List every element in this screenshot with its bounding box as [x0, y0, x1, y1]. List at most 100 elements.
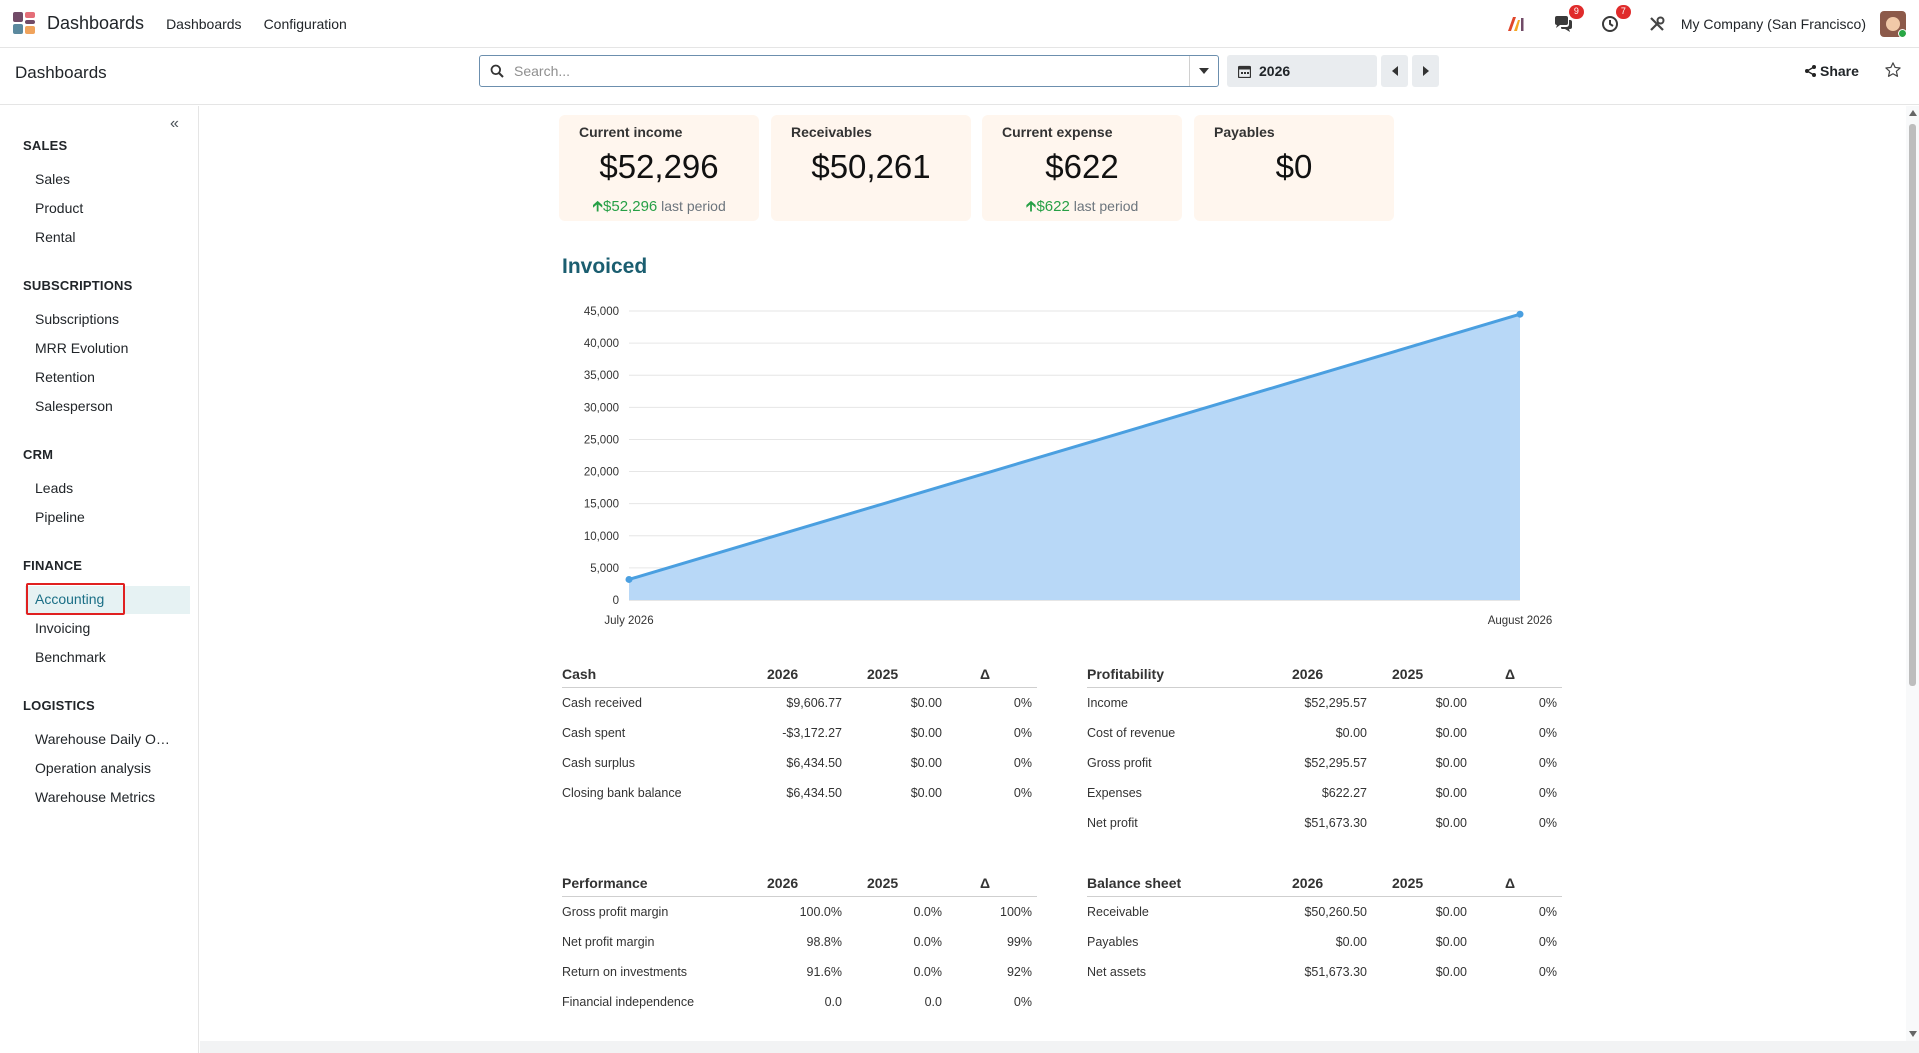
y-tick-label: 10,000: [584, 531, 619, 543]
messages-icon[interactable]: 9: [1551, 5, 1584, 36]
share-button[interactable]: Share: [1805, 63, 1859, 79]
table-header: Profitability: [1087, 666, 1165, 682]
period-selector[interactable]: 2026: [1227, 55, 1377, 87]
y-tick-label: 15,000: [584, 499, 619, 511]
kpi-trend-value: $622: [1036, 198, 1070, 215]
arrow-up-icon: 🡱: [592, 198, 604, 215]
table-header: 2026: [1292, 875, 1324, 891]
sidebar-item-operation-analysis[interactable]: Operation analysis: [35, 760, 151, 776]
sidebar-item-leads[interactable]: Leads: [35, 480, 74, 496]
sidebar-item-product[interactable]: Product: [35, 200, 84, 216]
menu-dashboards[interactable]: Dashboards: [166, 15, 242, 32]
search-input[interactable]: [514, 57, 1189, 85]
table-header: 2025: [867, 666, 899, 682]
row-label: Cash received: [562, 696, 642, 710]
kpi-value: $52,296: [599, 148, 719, 185]
row-label: Return on investments: [562, 965, 688, 979]
scroll-up-icon[interactable]: [1909, 110, 1917, 116]
y-tick-label: 5,000: [590, 563, 619, 575]
sidebar-item-salesperson[interactable]: Salesperson: [35, 398, 113, 414]
sidebar-item-subscriptions[interactable]: Subscriptions: [35, 311, 120, 327]
invoiced-area-chart[interactable]: 0 5,000 10,000 15,000 20,000 25,000 30,000 35,0…: [560, 295, 1560, 630]
row-value: $622.27: [1321, 786, 1367, 800]
row-value: $52,295.57: [1304, 756, 1367, 770]
sidebar-item-sales[interactable]: Sales: [35, 171, 71, 187]
sidebar-item-benchmark[interactable]: Benchmark: [35, 649, 106, 665]
row-label: Expenses: [1087, 786, 1142, 800]
debug-tools-icon[interactable]: [1645, 12, 1669, 36]
row-value: $6,434.50: [786, 786, 842, 800]
kpi-payables[interactable]: Payables $0: [1194, 115, 1394, 221]
row-value: $0.00: [1435, 935, 1467, 949]
bottom-strip: [200, 1041, 1919, 1053]
ai-icon[interactable]: [1504, 12, 1528, 36]
sidebar-item-rental[interactable]: Rental: [35, 229, 76, 245]
company-switcher[interactable]: My Company (San Francisco): [1680, 16, 1866, 32]
kpi-title: Current income: [579, 124, 683, 140]
y-tick-label: 30,000: [584, 402, 619, 414]
calendar-icon: [1238, 65, 1251, 78]
row-value: $0.00: [1435, 816, 1467, 830]
table-header: Δ: [1505, 875, 1516, 891]
kpi-current-expense[interactable]: Current expense $622 🡱$622 last period: [982, 115, 1182, 221]
previous-period-button[interactable]: [1381, 55, 1408, 87]
annotation-highlight-box: [26, 583, 125, 615]
row-value: 0.0%: [913, 935, 943, 949]
row-value: 91.6%: [806, 965, 842, 979]
period-label: 2026: [1259, 63, 1291, 79]
kpi-trend-value: $52,296: [603, 198, 658, 215]
search-options-dropdown-icon[interactable]: [1189, 56, 1218, 86]
scroll-thumb[interactable]: [1909, 124, 1916, 686]
y-tick-label: 45,000: [584, 306, 619, 318]
table-header: 2025: [1392, 875, 1424, 891]
sidebar-item-accounting[interactable]: Accounting: [35, 591, 105, 607]
collapse-sidebar-icon[interactable]: «: [170, 115, 179, 132]
arrow-up-icon: 🡱: [1025, 198, 1037, 215]
sidebar-item-retention[interactable]: Retention: [35, 369, 95, 385]
row-value: $6,434.50: [786, 756, 842, 770]
row-value: 0%: [1538, 935, 1557, 949]
row-value: $51,673.30: [1304, 965, 1367, 979]
row-label: Net profit: [1087, 816, 1138, 830]
sidebar-item-invoicing[interactable]: Invoicing: [35, 620, 91, 636]
profitability-table: Profitability 2026 2025 Δ Income $52,295.57 $0…: [1087, 666, 1562, 846]
sidebar-item-mrr-evolution[interactable]: MRR Evolution: [35, 340, 129, 356]
row-value: $0.00: [1435, 756, 1467, 770]
data-point: [625, 575, 633, 583]
header-divider: [1087, 896, 1562, 897]
kpi-trend-label: last period: [1073, 198, 1139, 214]
row-label: Financial independence: [562, 995, 695, 1009]
x-tick-label: July 2026: [604, 615, 653, 627]
row-label: Closing bank balance: [562, 786, 682, 800]
kpi-receivables[interactable]: Receivables $50,261: [771, 115, 971, 221]
row-value: 0%: [1013, 696, 1032, 710]
app-name[interactable]: Dashboards: [47, 13, 145, 33]
y-tick-label: 20,000: [584, 467, 619, 479]
next-period-button[interactable]: [1412, 55, 1439, 87]
row-value: 0%: [1538, 816, 1557, 830]
row-label: Cash surplus: [562, 756, 635, 770]
sidebar-item-warehouse-daily-operations[interactable]: Warehouse Daily Operations: [35, 731, 175, 747]
header-divider: [562, 896, 1037, 897]
row-value: 0%: [1013, 995, 1032, 1009]
apps-menu-icon[interactable]: [13, 11, 37, 36]
favorite-star-icon[interactable]: [1884, 61, 1902, 82]
menu-configuration[interactable]: Configuration: [263, 15, 347, 32]
cash-table: Cash 2026 2025 Δ Cash received $9,606.77 $0.00…: [562, 666, 1037, 816]
sidebar-item-warehouse-metrics[interactable]: Warehouse Metrics: [35, 789, 156, 805]
header-divider: [1087, 687, 1562, 688]
user-avatar[interactable]: [1880, 11, 1906, 37]
activity-clock-icon[interactable]: 7: [1598, 5, 1631, 36]
main-scrollbar[interactable]: [1906, 106, 1919, 1041]
row-value: 0.0: [824, 995, 842, 1009]
row-label: Income: [1087, 696, 1128, 710]
row-value: 0%: [1538, 786, 1557, 800]
search-icon: [480, 64, 514, 78]
kpi-current-income[interactable]: Current income $52,296 🡱$52,296 last per…: [559, 115, 759, 221]
row-value: $50,260.50: [1304, 905, 1367, 919]
share-icon: [1805, 65, 1816, 77]
scroll-down-icon[interactable]: [1909, 1031, 1917, 1037]
row-value: 92%: [1006, 965, 1032, 979]
row-label: Gross profit: [1087, 756, 1152, 770]
sidebar-item-pipeline[interactable]: Pipeline: [35, 509, 85, 525]
